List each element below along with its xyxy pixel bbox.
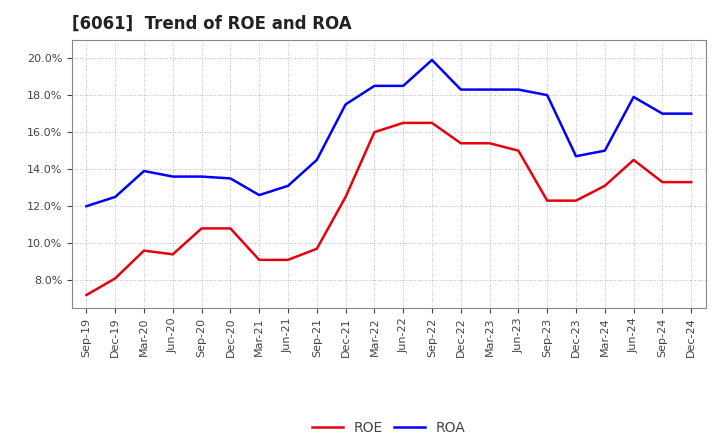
ROE bbox=[226, 226, 235, 231]
ROA bbox=[370, 83, 379, 88]
ROA bbox=[456, 87, 465, 92]
ROA bbox=[572, 154, 580, 159]
Legend: ROE, ROA: ROE, ROA bbox=[307, 415, 471, 440]
ROA bbox=[399, 83, 408, 88]
ROA bbox=[197, 174, 206, 179]
ROA bbox=[629, 94, 638, 99]
ROE bbox=[514, 148, 523, 153]
ROA bbox=[341, 102, 350, 107]
ROA bbox=[312, 157, 321, 162]
ROA bbox=[284, 183, 292, 188]
Line: ROA: ROA bbox=[86, 60, 691, 206]
ROE bbox=[168, 252, 177, 257]
ROE bbox=[600, 183, 609, 188]
ROE bbox=[456, 141, 465, 146]
ROA bbox=[82, 204, 91, 209]
ROE bbox=[197, 226, 206, 231]
ROE bbox=[687, 180, 696, 185]
ROE bbox=[658, 180, 667, 185]
ROA bbox=[111, 194, 120, 200]
ROA bbox=[226, 176, 235, 181]
ROE bbox=[312, 246, 321, 251]
ROE bbox=[485, 141, 494, 146]
ROE bbox=[255, 257, 264, 263]
ROE bbox=[572, 198, 580, 203]
ROA bbox=[428, 57, 436, 62]
ROA bbox=[543, 92, 552, 98]
ROA bbox=[168, 174, 177, 179]
ROE bbox=[341, 194, 350, 200]
Text: [6061]  Trend of ROE and ROA: [6061] Trend of ROE and ROA bbox=[72, 15, 351, 33]
ROE bbox=[82, 293, 91, 298]
ROA bbox=[687, 111, 696, 116]
ROA bbox=[600, 148, 609, 153]
ROA bbox=[658, 111, 667, 116]
ROE bbox=[111, 276, 120, 281]
ROE bbox=[284, 257, 292, 263]
ROA bbox=[140, 169, 148, 174]
ROE bbox=[370, 129, 379, 135]
ROE bbox=[140, 248, 148, 253]
ROE bbox=[629, 157, 638, 162]
ROE bbox=[428, 120, 436, 125]
ROA bbox=[514, 87, 523, 92]
ROA bbox=[255, 192, 264, 198]
ROA bbox=[485, 87, 494, 92]
ROE bbox=[543, 198, 552, 203]
ROE bbox=[399, 120, 408, 125]
Line: ROE: ROE bbox=[86, 123, 691, 295]
